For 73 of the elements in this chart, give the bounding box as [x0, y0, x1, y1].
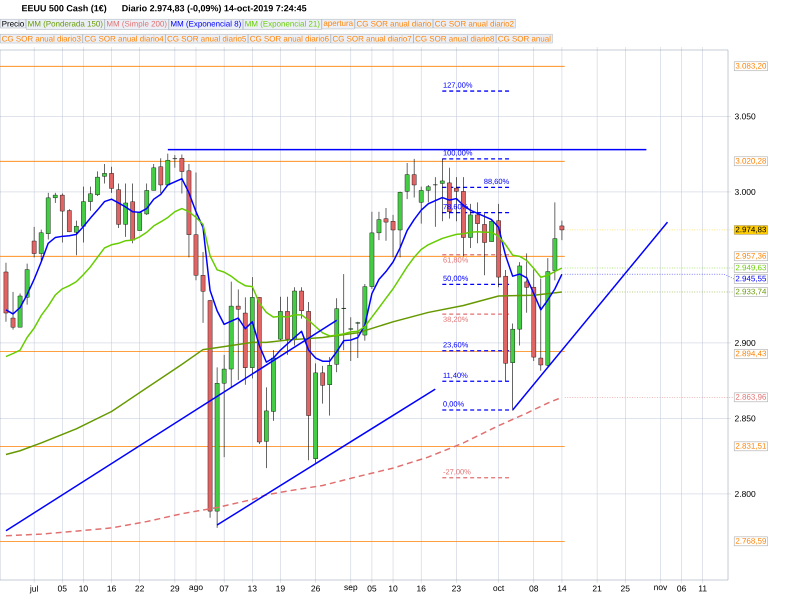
x-tick-label: ago: [189, 586, 203, 592]
candlestick: [327, 356, 332, 416]
candlestick: [10, 292, 16, 330]
x-tick-label: 26: [311, 586, 320, 592]
x-tick-label: 08: [529, 586, 538, 592]
y-tick-label: 2.850: [734, 415, 756, 422]
x-tick-label: 23: [452, 586, 461, 592]
x-tick-label: 05: [58, 586, 67, 592]
candlestick: [172, 154, 178, 168]
x-tick-label: 10: [388, 586, 398, 592]
candlestick: [356, 321, 360, 358]
candlestick: [74, 220, 79, 256]
candlestick: [38, 229, 44, 262]
candlestick: [468, 204, 473, 248]
x-tick-label: 25: [620, 586, 630, 592]
x-tick-label: sep: [344, 586, 358, 592]
candlestick: [412, 158, 416, 198]
candlestick: [320, 366, 325, 404]
y-tick-label: 3.050: [734, 113, 756, 120]
y-tick-label: 2.900: [734, 340, 756, 346]
x-tick-label: 29: [170, 586, 180, 592]
candlestick: [109, 166, 114, 194]
y-tick-label: 2.800: [734, 490, 756, 497]
candlestick: [341, 274, 346, 350]
candlestick: [560, 220, 564, 240]
candlestick: [144, 183, 150, 216]
y-tick-label: 3.000: [734, 188, 756, 195]
x-tick-label: 05: [368, 586, 376, 592]
candlestick: [88, 186, 93, 212]
candlestick: [52, 192, 58, 204]
candlestick: [432, 176, 438, 228]
x-tick-label: 16: [107, 586, 116, 592]
candlestick: [404, 162, 410, 200]
x-tick-label: 13: [248, 586, 257, 592]
x-tick-label: oct: [493, 586, 504, 592]
candlestick: [60, 193, 65, 243]
x-tick-label: jul: [30, 586, 38, 594]
candlestick: [384, 208, 388, 242]
x-tick-label: 06: [677, 586, 686, 592]
candlestick: [137, 211, 142, 231]
candlestick: [200, 252, 206, 324]
x-tick-label: 07: [220, 586, 228, 592]
candlestick: [376, 211, 382, 240]
x-tick-label: 10: [79, 586, 88, 592]
line-series: [5, 291, 563, 456]
x-tick-label: 16: [417, 586, 426, 592]
candlestick: [418, 186, 424, 224]
x-tick-label: 19: [276, 586, 285, 592]
x-tick-label: 22: [135, 586, 144, 592]
candlestick: [180, 154, 184, 194]
candlestick: [222, 354, 226, 458]
candlestick: [32, 226, 36, 258]
candlestick: [102, 164, 107, 184]
x-tick-label: 11: [698, 586, 707, 592]
candlestick: [489, 219, 494, 242]
candlestick: [95, 171, 100, 196]
x-tick-label: 21: [592, 586, 602, 592]
x-tick-label: nov: [654, 586, 668, 590]
candlestick: [299, 286, 304, 319]
candlestick: [236, 289, 241, 380]
candlestick: [67, 208, 72, 232]
candlestick: [151, 164, 156, 191]
candlestick: [123, 183, 128, 238]
candlestick: [524, 253, 530, 314]
candlestick: [158, 158, 164, 195]
x-tick-label: 14: [558, 586, 566, 592]
candlestick: [440, 158, 445, 222]
candlestick: [538, 278, 544, 372]
candlestick: [390, 214, 396, 258]
candlestick: [475, 202, 480, 244]
chart-subtitle: Diario 2.974,83 (-0,09%) 14-oct-2019 7:24:45: [122, 4, 306, 14]
chart-title: EEUU 500 Cash (1€): [22, 4, 106, 14]
candlestick: [426, 184, 431, 203]
